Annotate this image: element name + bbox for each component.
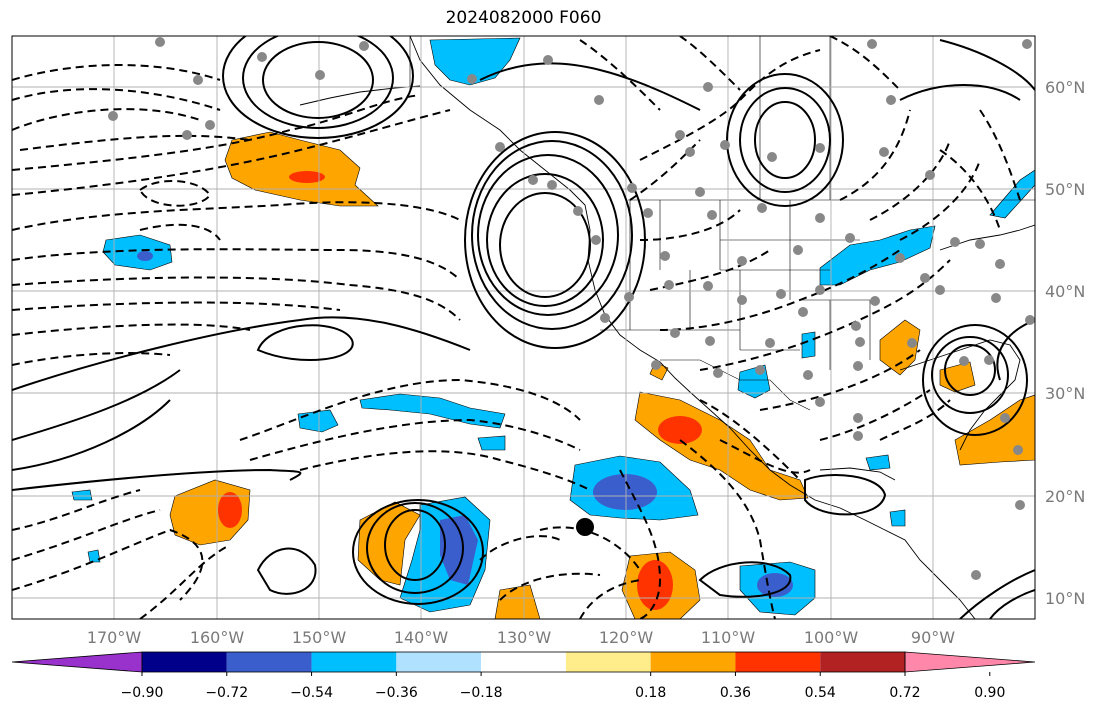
colorbar-segment xyxy=(650,652,736,672)
colorbar-segment xyxy=(481,652,566,672)
lon-label: 140°W xyxy=(394,628,449,647)
colorbar-tick-label: −0.18 xyxy=(460,685,503,701)
colorbar-segment xyxy=(311,652,397,672)
lon-label: 150°W xyxy=(292,628,347,647)
colorbar-tick-label: 0.18 xyxy=(635,685,666,701)
colorbar-tick-label: −0.90 xyxy=(121,685,164,701)
colorbar-tick-label: −0.72 xyxy=(205,685,248,701)
station-dots xyxy=(108,37,1035,580)
latitude-labels: 60°N 50°N 40°N 30°N 20°N 10°N xyxy=(1045,78,1085,608)
political-borders xyxy=(409,36,1035,411)
colorbar-segment xyxy=(735,652,821,672)
plot-frame xyxy=(11,35,1036,620)
lat-label: 50°N xyxy=(1045,180,1085,199)
lon-label: 110°W xyxy=(701,628,756,647)
colorbar-segment xyxy=(820,652,905,672)
lon-label: 90°W xyxy=(911,628,955,647)
colorbar-tick-label: 0.36 xyxy=(720,685,751,701)
map-title: 2024082000 F060 xyxy=(445,8,602,28)
lon-label: 160°W xyxy=(190,628,245,647)
lat-label: 60°N xyxy=(1045,78,1085,97)
colorbar-segment xyxy=(396,652,482,672)
colorbar-extend-low xyxy=(11,651,143,673)
lon-label: 170°W xyxy=(87,628,142,647)
colorbar-tick-label: −0.54 xyxy=(290,685,333,701)
colorbar-tick-label: 0.54 xyxy=(805,685,836,701)
colorbar-tick-label: −0.36 xyxy=(375,685,418,701)
lat-label: 10°N xyxy=(1045,589,1085,608)
lon-label: 130°W xyxy=(497,628,552,647)
longitude-labels: 170°W 160°W 150°W 140°W 130°W 120°W 110°W 100°W… xyxy=(87,628,955,647)
lat-label: 30°N xyxy=(1045,384,1085,403)
lat-label: 40°N xyxy=(1045,282,1085,301)
colorbar-extend-high xyxy=(904,651,1036,673)
lon-label: 100°W xyxy=(804,628,859,647)
height-anomaly-contours xyxy=(12,36,1035,619)
lat-label: 20°N xyxy=(1045,487,1085,506)
colorbar-segment xyxy=(565,652,651,672)
negative-contours xyxy=(12,36,1021,619)
lon-label: 120°W xyxy=(599,628,654,647)
lat-lon-gridlines xyxy=(12,36,1035,619)
colorbar: −0.90 −0.72 −0.54 −0.36 −0.18 0.18 0.36 0.54 0.7… xyxy=(11,651,1036,701)
location-marker xyxy=(576,518,594,536)
colorbar-segment xyxy=(226,652,312,672)
colorbar-tick-label: 0.90 xyxy=(974,685,1005,701)
colorbar-segment xyxy=(142,652,227,672)
colorbar-tick-label: 0.72 xyxy=(889,685,920,701)
